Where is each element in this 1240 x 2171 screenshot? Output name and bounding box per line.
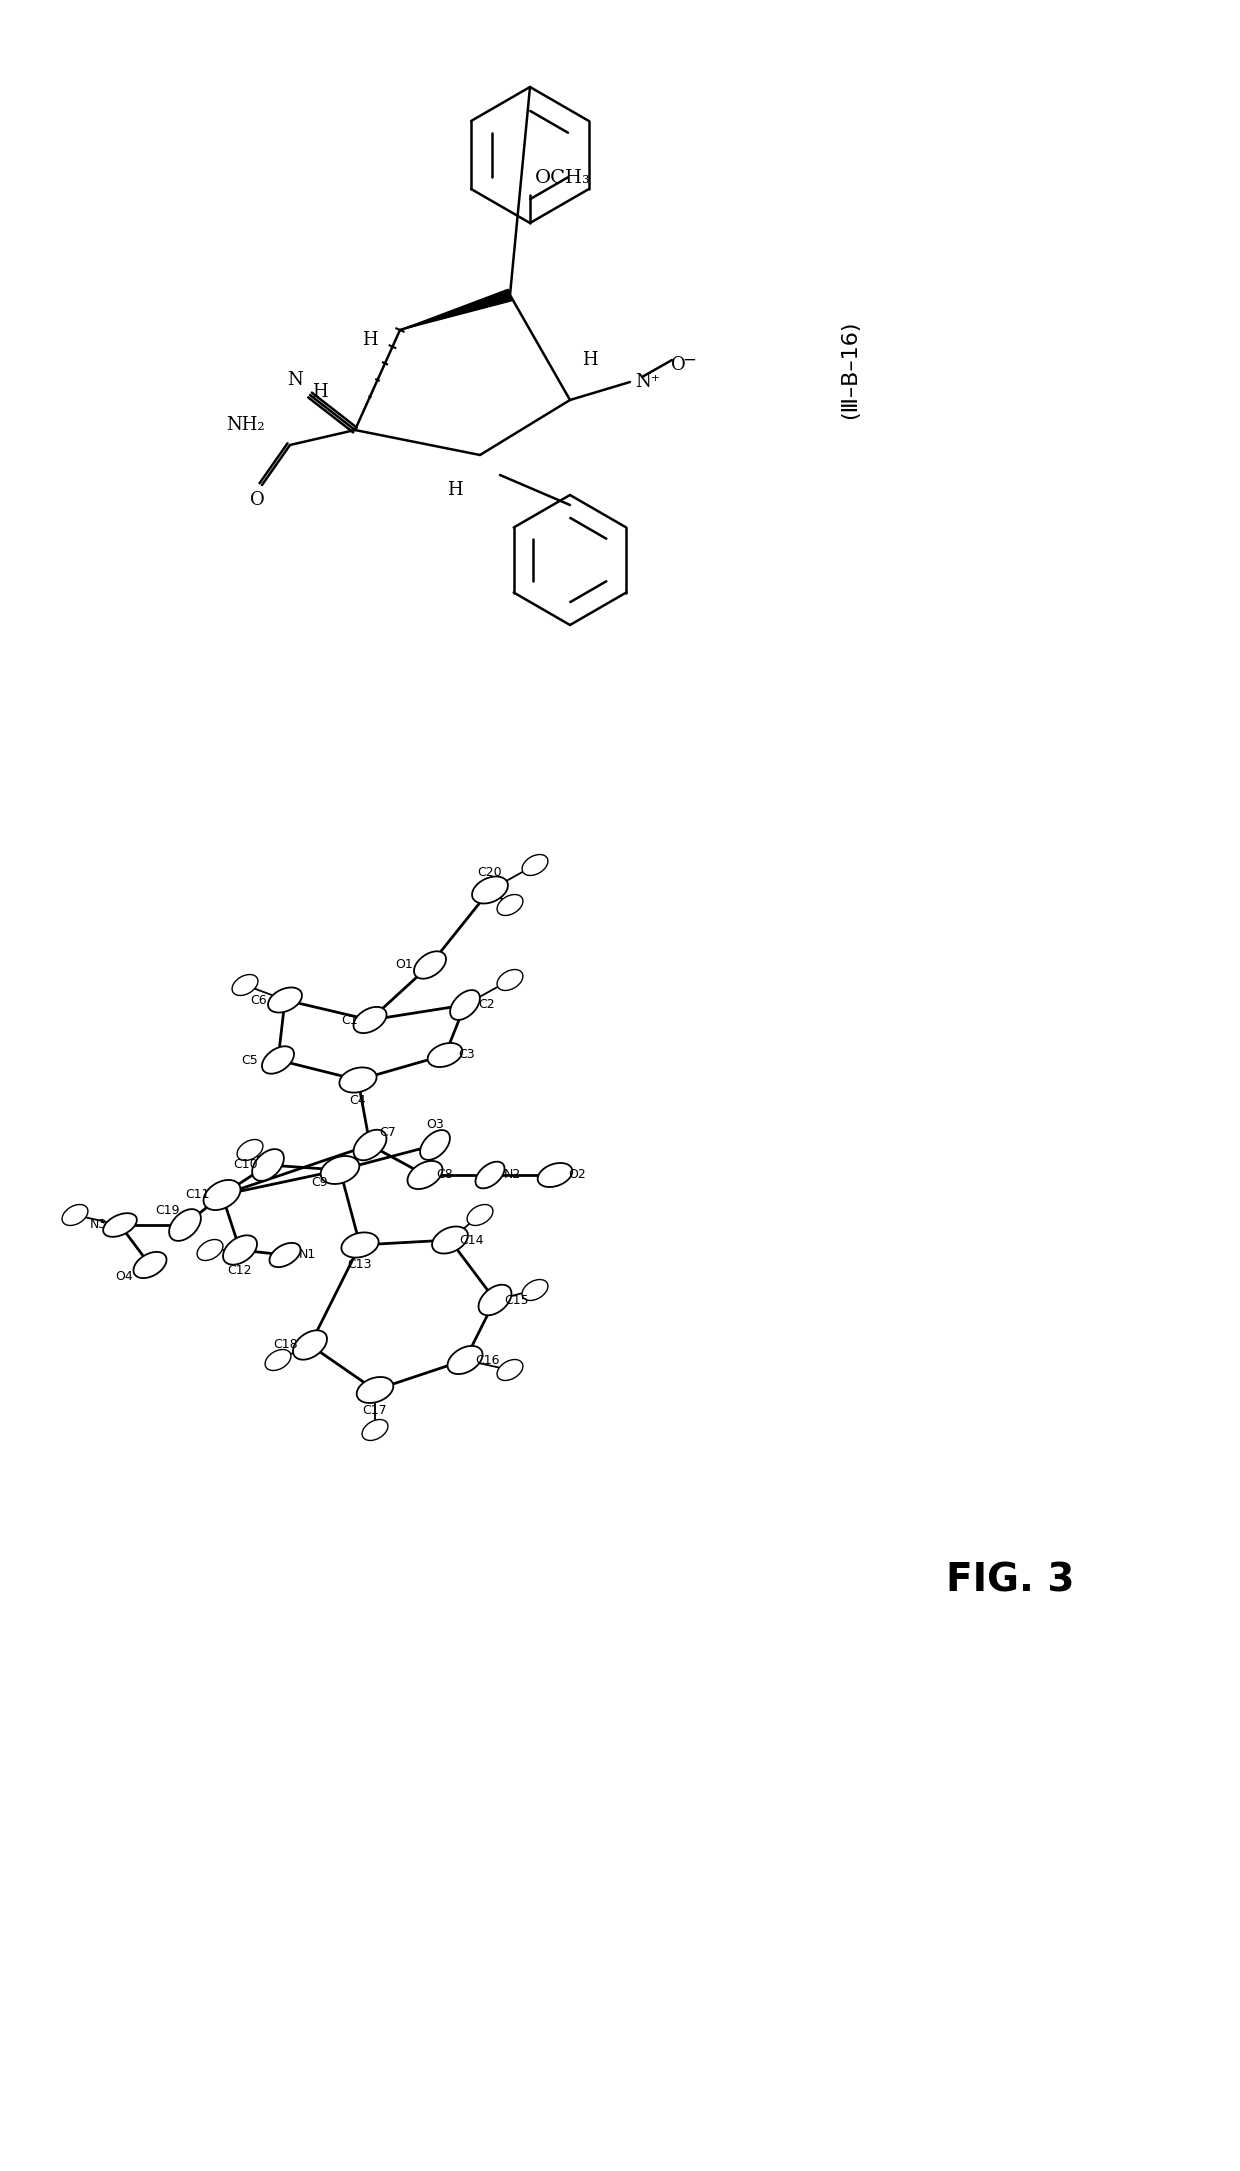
Text: C20: C20 <box>477 866 502 879</box>
Ellipse shape <box>321 1155 360 1183</box>
Ellipse shape <box>353 1007 387 1033</box>
Text: C8: C8 <box>436 1168 454 1181</box>
Text: N1: N1 <box>299 1248 316 1261</box>
Ellipse shape <box>237 1140 263 1161</box>
Ellipse shape <box>197 1240 223 1261</box>
Text: C10: C10 <box>233 1159 258 1172</box>
Text: C15: C15 <box>505 1294 529 1307</box>
Text: N⁺: N⁺ <box>635 373 660 391</box>
Text: N3: N3 <box>89 1218 107 1231</box>
Ellipse shape <box>252 1148 284 1181</box>
Text: C17: C17 <box>362 1402 387 1415</box>
Ellipse shape <box>232 975 258 996</box>
Ellipse shape <box>223 1235 257 1266</box>
Ellipse shape <box>450 990 480 1020</box>
Ellipse shape <box>134 1253 166 1279</box>
Text: C14: C14 <box>460 1233 485 1246</box>
Ellipse shape <box>103 1214 136 1237</box>
Text: C1: C1 <box>342 1014 358 1027</box>
Text: H: H <box>312 382 327 402</box>
Ellipse shape <box>522 1279 548 1300</box>
Text: (Ⅲ–B–16): (Ⅲ–B–16) <box>839 321 861 419</box>
Ellipse shape <box>341 1233 378 1257</box>
Text: O1: O1 <box>396 960 413 970</box>
Ellipse shape <box>467 1205 494 1224</box>
Ellipse shape <box>340 1068 377 1092</box>
Text: OCH₃: OCH₃ <box>534 169 591 187</box>
Ellipse shape <box>357 1376 393 1402</box>
Text: H: H <box>448 482 463 499</box>
Text: C13: C13 <box>347 1259 372 1272</box>
Ellipse shape <box>420 1131 450 1159</box>
Ellipse shape <box>408 1161 443 1190</box>
Text: C19: C19 <box>155 1205 180 1218</box>
Ellipse shape <box>472 877 508 903</box>
Text: C16: C16 <box>475 1353 500 1366</box>
Text: C7: C7 <box>379 1127 397 1140</box>
Ellipse shape <box>268 988 303 1012</box>
Ellipse shape <box>203 1181 241 1209</box>
Ellipse shape <box>353 1129 387 1159</box>
Text: O: O <box>671 356 686 373</box>
Ellipse shape <box>497 894 523 916</box>
Ellipse shape <box>448 1346 482 1374</box>
Text: O3: O3 <box>427 1118 444 1131</box>
Ellipse shape <box>538 1164 573 1188</box>
Ellipse shape <box>62 1205 88 1224</box>
Ellipse shape <box>497 970 523 990</box>
Text: O4: O4 <box>115 1270 133 1283</box>
Text: FIG. 3: FIG. 3 <box>946 1561 1074 1600</box>
Text: −: − <box>682 352 696 369</box>
Text: C12: C12 <box>228 1264 252 1277</box>
Text: O2: O2 <box>568 1168 585 1181</box>
Text: C18: C18 <box>274 1340 299 1353</box>
Text: C5: C5 <box>242 1053 258 1066</box>
Text: N2: N2 <box>503 1168 521 1181</box>
Text: H: H <box>362 330 378 350</box>
Text: C4: C4 <box>350 1094 366 1107</box>
Ellipse shape <box>522 855 548 875</box>
Ellipse shape <box>428 1042 463 1066</box>
Text: NH₂: NH₂ <box>226 417 264 434</box>
Ellipse shape <box>169 1209 201 1242</box>
Ellipse shape <box>265 1350 291 1370</box>
Ellipse shape <box>262 1046 294 1075</box>
Text: N: N <box>288 371 303 389</box>
Text: O: O <box>249 491 264 508</box>
Ellipse shape <box>414 951 446 979</box>
Text: C6: C6 <box>250 994 268 1007</box>
Text: C2: C2 <box>479 999 495 1012</box>
Ellipse shape <box>497 1359 523 1381</box>
Text: H: H <box>583 352 598 369</box>
Ellipse shape <box>475 1161 505 1188</box>
Ellipse shape <box>479 1285 511 1316</box>
Text: C9: C9 <box>311 1175 329 1188</box>
Ellipse shape <box>362 1420 388 1442</box>
Ellipse shape <box>269 1242 300 1268</box>
Text: C3: C3 <box>459 1049 475 1062</box>
Polygon shape <box>401 289 512 330</box>
Text: C11: C11 <box>186 1188 211 1201</box>
Ellipse shape <box>293 1331 327 1359</box>
Ellipse shape <box>432 1227 467 1253</box>
